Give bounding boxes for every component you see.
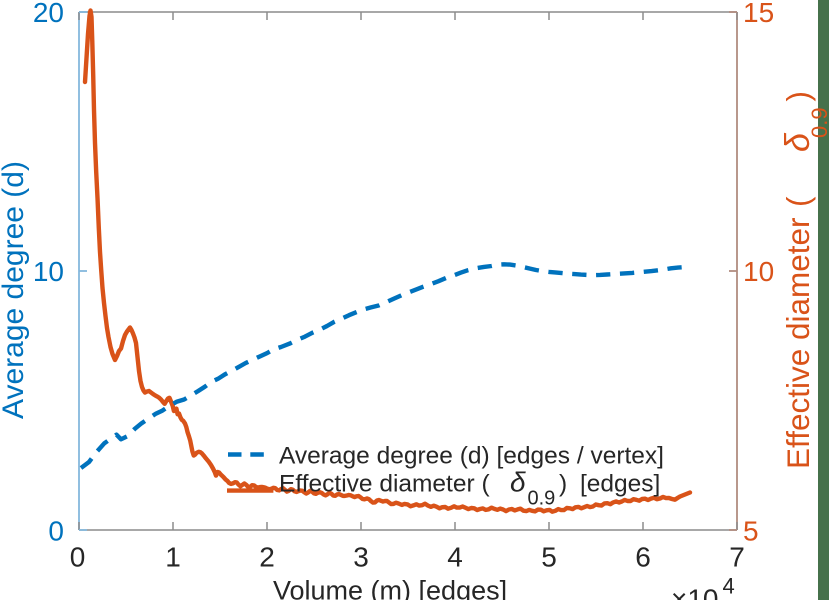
svg-text:0.9: 0.9 [528,488,556,510]
svg-text:1: 1 [165,542,181,573]
svg-text:δ: δ [510,466,526,497]
svg-text:×10: ×10 [671,584,719,600]
svg-text:3: 3 [353,542,369,573]
svg-text:0.9: 0.9 [807,107,829,138]
svg-text:20: 20 [33,0,64,28]
svg-text:0: 0 [70,542,86,573]
svg-text:): ) [559,470,567,497]
svg-text:15: 15 [743,0,774,28]
svg-text:Effective diameter: Effective diameter [780,217,816,469]
svg-text:4: 4 [723,574,735,599]
svg-text:4: 4 [447,542,463,573]
svg-text:10: 10 [743,256,774,287]
svg-text:Effective diameter (: Effective diameter ( [279,470,490,497]
svg-text:5: 5 [743,515,759,546]
svg-text:(: ( [780,196,816,207]
svg-text:Volume (m) [edges]: Volume (m) [edges] [273,576,507,600]
svg-text:[edges]: [edges] [580,470,660,497]
svg-text:2: 2 [259,542,275,573]
svg-text:Average degree (d) [edges / ve: Average degree (d) [edges / vertex] [279,443,664,470]
svg-text:Average degree (d): Average degree (d) [0,161,30,419]
svg-text:10: 10 [33,256,64,287]
svg-text:6: 6 [635,542,651,573]
svg-text:0: 0 [48,515,64,546]
svg-text:7: 7 [729,542,745,573]
svg-text:5: 5 [541,542,557,573]
svg-text:δ: δ [779,132,817,152]
svg-text:): ) [780,91,816,102]
